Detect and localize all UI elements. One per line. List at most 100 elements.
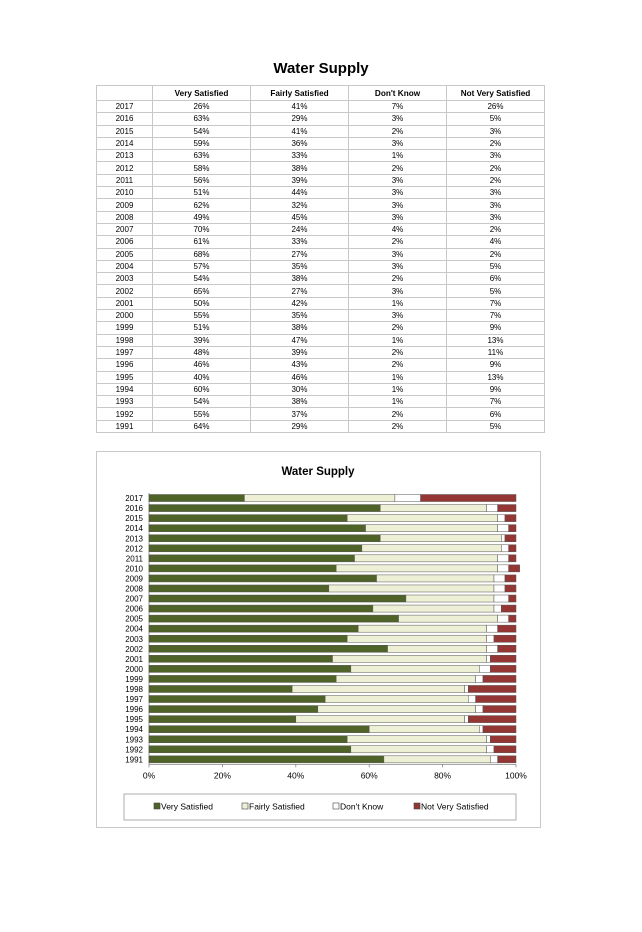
bar-segment (493, 574, 506, 583)
bar-segment (291, 685, 465, 693)
table-cell: 13% (446, 370, 545, 384)
page-title: Water Supply (273, 60, 369, 77)
table-cell: 2% (348, 272, 447, 286)
table-cell: 41% (250, 124, 349, 138)
table-cell: 41% (250, 99, 349, 114)
bar-segment (493, 594, 509, 603)
row-year: 2016 (96, 112, 153, 126)
bar-segment (475, 695, 517, 703)
bar-segment (482, 725, 517, 733)
table-cell: 3% (446, 210, 545, 224)
y-tick-label: 1995 (125, 715, 143, 724)
table-cell: 55% (152, 309, 251, 323)
bar-segment (148, 665, 352, 673)
legend-label: Fairly Satisfied (249, 802, 305, 812)
legend-label: Very Satisfied (161, 802, 213, 812)
table-cell: 7% (446, 309, 545, 323)
bar-segment (508, 564, 520, 573)
table-cell: 56% (152, 173, 251, 188)
table-row: 2002 65% 27% 3% 5% (96, 284, 545, 298)
data-table: Very Satisfied Fairly Satisfied Don't Know… (96, 85, 545, 434)
bar-segment (486, 745, 495, 754)
table-row: 2003 54% 38% 2% 6% (96, 272, 545, 286)
y-tick-label: 2007 (125, 595, 143, 604)
y-tick-label: 2017 (125, 494, 143, 503)
bar-segment (479, 725, 484, 733)
table-cell: 9% (446, 382, 545, 397)
bar-segment (148, 564, 337, 573)
bar-segment (335, 564, 498, 573)
table-row: 2001 50% 42% 1% 7% (96, 296, 545, 311)
table-row: 1992 55% 37% 2% 6% (96, 407, 545, 421)
table-cell: 38% (250, 321, 349, 335)
table-cell: 51% (152, 186, 251, 200)
bar-segment (504, 534, 517, 542)
row-year: 1995 (96, 370, 153, 384)
bar-segment (354, 554, 498, 563)
table-cell: 54% (152, 395, 251, 409)
x-tick-label: 0% (143, 770, 156, 780)
bar-segment (497, 504, 517, 512)
row-year: 2012 (96, 161, 153, 175)
bar-segment (148, 655, 333, 663)
table-cell: 5% (446, 284, 545, 298)
row-year: 1993 (96, 395, 153, 409)
table-cell: 3% (446, 124, 545, 138)
bar-segment (475, 705, 484, 713)
bar-segment (379, 534, 502, 542)
table-cell: 1% (348, 333, 447, 347)
table-header-row: Very Satisfied Fairly Satisfied Don't Know… (96, 85, 545, 101)
column-header (96, 85, 153, 101)
bar-segment (350, 665, 480, 673)
bar-segment (361, 544, 502, 553)
table-row: 2011 56% 39% 3% 2% (96, 173, 545, 188)
table-cell: 3% (446, 149, 545, 163)
bar-segment (504, 584, 517, 593)
chart-title: Water Supply (281, 466, 355, 478)
table-cell: 2% (348, 419, 447, 434)
row-year: 2002 (96, 284, 153, 298)
table-cell: 3% (348, 309, 447, 323)
y-tick-label: 1997 (125, 695, 143, 704)
row-year: 2014 (96, 136, 153, 151)
row-year: 1991 (96, 419, 153, 434)
table-cell: 36% (250, 136, 349, 151)
table-cell: 2% (348, 407, 447, 421)
table-cell: 54% (152, 272, 251, 286)
bar-segment (490, 655, 517, 663)
legend-swatch (241, 802, 249, 810)
bar-segment (497, 564, 509, 573)
bar-segment (420, 494, 517, 502)
column-header: Don't Know (348, 85, 447, 101)
bar-segment (398, 614, 498, 623)
table-cell: 2% (348, 321, 447, 335)
table-cell: 3% (446, 198, 545, 212)
legend-swatch (332, 802, 340, 810)
y-tick-label: 1996 (125, 705, 143, 714)
table-row: 1994 60% 30% 1% 9% (96, 382, 545, 397)
table-row: 1999 51% 38% 2% 9% (96, 321, 545, 335)
row-year: 2005 (96, 247, 153, 261)
table-cell: 3% (348, 173, 447, 188)
row-year: 1992 (96, 407, 153, 421)
bar-segment (486, 645, 498, 653)
y-tick-label: 1994 (125, 725, 143, 734)
row-year: 2004 (96, 259, 153, 274)
table-cell: 63% (152, 112, 251, 126)
table-cell: 3% (348, 186, 447, 200)
bar-segment (148, 524, 366, 532)
bar-segment (148, 675, 337, 683)
table-cell: 1% (348, 149, 447, 163)
bar-segment (148, 554, 355, 563)
row-year: 2011 (96, 173, 153, 188)
row-year: 2008 (96, 210, 153, 224)
table-cell: 38% (250, 272, 349, 286)
table-cell: 30% (250, 382, 349, 397)
table-cell: 63% (152, 149, 251, 163)
row-year: 2010 (96, 186, 153, 200)
table-cell: 59% (152, 136, 251, 151)
table-row: 2013 63% 33% 1% 3% (96, 149, 545, 163)
table-row: 2014 59% 36% 3% 2% (96, 136, 545, 151)
table-row: 2010 51% 44% 3% 3% (96, 186, 545, 200)
table-cell: 33% (250, 149, 349, 163)
